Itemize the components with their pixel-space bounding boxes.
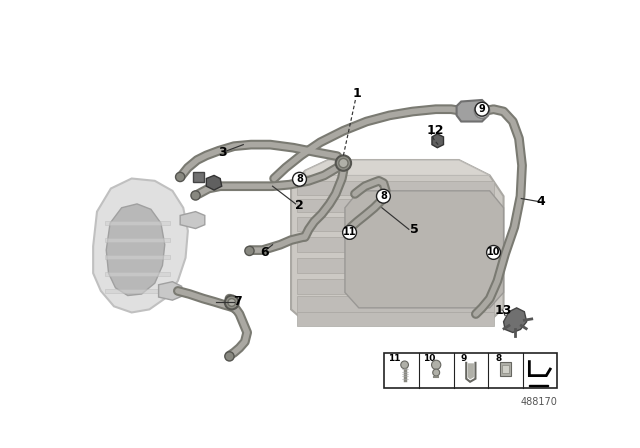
Polygon shape [180,211,205,228]
Polygon shape [105,255,170,259]
Text: 9: 9 [461,354,467,363]
Circle shape [474,103,490,118]
Text: 3: 3 [218,146,227,159]
Text: 5: 5 [410,223,419,236]
Circle shape [431,360,441,370]
Circle shape [345,230,354,239]
Polygon shape [105,221,170,225]
Circle shape [486,246,500,259]
Bar [193,172,204,181]
Text: 8: 8 [296,174,303,184]
Text: 8: 8 [380,191,387,201]
Bar [297,258,494,273]
Text: 12: 12 [426,124,444,137]
Circle shape [245,246,254,255]
Bar [297,296,494,312]
Polygon shape [345,191,504,308]
Text: 13: 13 [495,304,512,317]
Polygon shape [159,282,182,300]
Text: 9: 9 [479,104,485,114]
Circle shape [225,296,239,310]
Text: 10: 10 [423,354,435,363]
Circle shape [401,361,408,369]
Circle shape [336,155,351,171]
Text: 6: 6 [260,246,269,259]
Circle shape [225,352,234,361]
Text: 8: 8 [495,354,502,363]
Bar [297,237,494,252]
Circle shape [342,225,356,239]
Polygon shape [206,176,221,190]
Polygon shape [291,160,504,325]
Polygon shape [93,178,188,313]
Bar [500,362,511,375]
Text: 488170: 488170 [520,397,557,407]
Text: 4: 4 [537,195,546,208]
Circle shape [292,172,307,186]
Polygon shape [504,308,527,332]
Polygon shape [529,385,548,386]
Bar [297,198,494,212]
Circle shape [376,190,390,203]
Polygon shape [432,134,444,148]
Text: 11: 11 [388,354,401,363]
Polygon shape [105,238,170,242]
Polygon shape [106,204,164,296]
Text: 2: 2 [295,199,304,212]
Bar [384,353,557,388]
Circle shape [475,102,489,116]
Polygon shape [468,363,474,379]
Circle shape [433,369,440,376]
Bar [297,312,494,326]
Circle shape [175,172,185,181]
Circle shape [191,191,200,200]
Circle shape [228,299,236,306]
Bar [297,217,494,231]
Circle shape [339,159,348,168]
Bar [297,279,494,294]
Text: 10: 10 [487,247,500,258]
Bar [502,365,509,373]
Bar [297,181,494,195]
Polygon shape [105,271,170,276]
Text: 11: 11 [343,228,356,237]
Polygon shape [105,289,170,293]
Polygon shape [456,100,488,121]
Text: 7: 7 [234,295,243,308]
Polygon shape [305,160,490,176]
Text: 1: 1 [353,87,362,100]
